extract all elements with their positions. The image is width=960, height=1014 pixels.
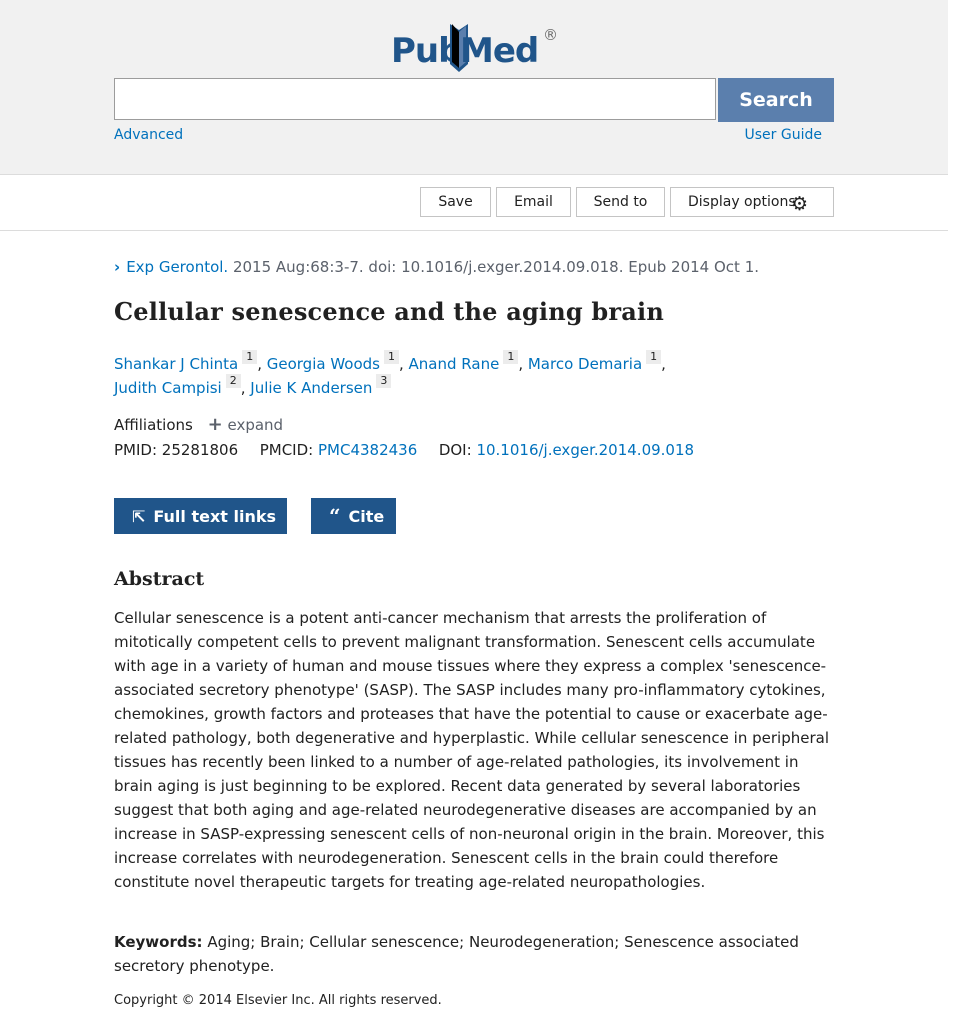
affiliation-number[interactable]: 1 [383, 350, 399, 364]
cite-button[interactable]: “ Cite [311, 498, 396, 534]
article-identifiers: PMID: 25281806 PMCID: PMC4382436 DOI: 10… [114, 441, 694, 459]
search-button[interactable]: Search [718, 78, 834, 122]
journal-link[interactable]: Exp Gerontol. [126, 258, 229, 276]
display-options-button[interactable]: Display options ⚙ [670, 187, 834, 217]
pmid-value: 25281806 [161, 441, 239, 459]
abstract-heading: Abstract [114, 568, 205, 590]
pmcid-label: PMCID: [259, 441, 314, 459]
affiliation-number[interactable]: 1 [503, 350, 519, 364]
display-options-label: Display options [688, 194, 796, 210]
user-guide-link[interactable]: User Guide [744, 127, 822, 143]
author-link[interactable]: Julie K Andersen [250, 379, 373, 397]
doi-link[interactable]: 10.1016/j.exger.2014.09.018 [476, 441, 695, 459]
author-link[interactable]: Judith Campisi [114, 379, 222, 397]
author-link[interactable]: Anand Rane [408, 355, 500, 373]
pmcid-link[interactable]: PMC4382436 [318, 441, 418, 459]
affiliation-number[interactable]: 2 [225, 374, 241, 388]
registered-mark: ® [543, 26, 558, 44]
save-button[interactable]: Save [420, 187, 491, 217]
keywords-label: Keywords: [114, 933, 203, 951]
doi-label: DOI: [438, 441, 472, 459]
article-citation: › Exp Gerontol. 2015 Aug:68:3-7. doi: 10.… [114, 258, 759, 276]
affiliations-toggle[interactable]: Affiliations + expand [114, 414, 283, 435]
gear-icon: ⚙ [791, 193, 809, 215]
affiliation-number[interactable]: 3 [376, 374, 392, 388]
pubmed-book-icon [450, 24, 468, 72]
full-text-links-label: Full text links [153, 506, 277, 526]
send-to-button[interactable]: Send to [576, 187, 665, 217]
citation-details: 2015 Aug:68:3-7. doi: 10.1016/j.exger.20… [228, 258, 760, 276]
external-link-icon: ⇱ [132, 506, 146, 526]
copyright-notice: Copyright © 2014 Elsevier Inc. All right… [114, 993, 442, 1008]
quote-icon: “ [329, 504, 341, 528]
article-toolbar: Save Email Send to Display options ⚙ [0, 175, 948, 231]
site-header: Pub Med ® Search Advanced User Guide [0, 0, 948, 175]
keywords-text: Aging; Brain; Cellular senescence; Neuro… [114, 933, 799, 975]
abstract-text: Cellular senescence is a potent anti-can… [114, 609, 829, 891]
plus-icon: + [207, 414, 223, 435]
scrollbar[interactable] [948, 0, 960, 1014]
logo-text-med: Med [460, 31, 539, 71]
full-text-links-button[interactable]: ⇱ Full text links [114, 498, 287, 534]
article-title: Cellular senescence and the aging brain [114, 297, 664, 326]
pmid-label: PMID: [114, 441, 158, 459]
pubmed-logo[interactable]: Pub Med ® [391, 18, 561, 78]
advanced-search-link[interactable]: Advanced [114, 127, 184, 143]
affiliation-number[interactable]: 1 [242, 350, 258, 364]
search-input[interactable] [114, 78, 716, 120]
cite-label: Cite [348, 506, 385, 526]
affiliations-label: Affiliations [114, 416, 193, 434]
authors-list: Shankar J Chinta 1, Georgia Woods 1, Anand… [114, 350, 666, 397]
affiliation-number[interactable]: 1 [646, 350, 662, 364]
author-link[interactable]: Georgia Woods [266, 355, 380, 373]
author-link[interactable]: Marco Demaria [527, 355, 643, 373]
keywords: Keywords: Aging; Brain; Cellular senesce… [114, 930, 832, 978]
author-link[interactable]: Shankar J Chinta [114, 355, 239, 373]
expand-label: expand [227, 416, 284, 434]
email-button[interactable]: Email [496, 187, 571, 217]
chevron-right-icon[interactable]: › [114, 258, 121, 276]
